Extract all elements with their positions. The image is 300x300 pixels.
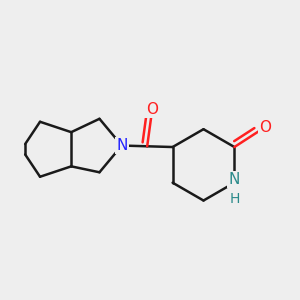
- Text: N: N: [116, 138, 128, 153]
- Text: N: N: [229, 172, 240, 187]
- Text: O: O: [146, 102, 158, 117]
- Text: H: H: [229, 192, 240, 206]
- Text: O: O: [260, 120, 272, 135]
